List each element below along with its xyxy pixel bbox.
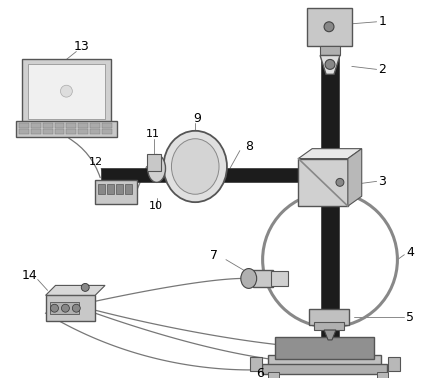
- Circle shape: [324, 22, 334, 32]
- Text: 11: 11: [146, 129, 159, 139]
- Ellipse shape: [148, 155, 166, 182]
- Ellipse shape: [241, 269, 256, 288]
- Bar: [98, 184, 105, 194]
- Bar: [262, 364, 386, 374]
- Polygon shape: [320, 56, 340, 74]
- Bar: [253, 270, 272, 287]
- Bar: [28, 64, 105, 119]
- Bar: [19, 129, 29, 134]
- Polygon shape: [348, 149, 362, 206]
- Bar: [90, 123, 100, 128]
- Bar: [102, 123, 112, 128]
- Text: 13: 13: [74, 40, 89, 53]
- Bar: [389, 357, 400, 371]
- Bar: [43, 129, 53, 134]
- Bar: [250, 357, 262, 371]
- Bar: [66, 129, 76, 134]
- Text: 10: 10: [148, 201, 163, 211]
- Text: 6: 6: [256, 367, 264, 380]
- Circle shape: [51, 304, 58, 312]
- Polygon shape: [324, 330, 336, 340]
- Bar: [377, 371, 389, 379]
- Bar: [116, 184, 123, 194]
- Text: 9: 9: [193, 112, 201, 125]
- Polygon shape: [46, 285, 105, 295]
- Bar: [107, 184, 114, 194]
- Bar: [22, 59, 111, 124]
- Text: 5: 5: [406, 311, 414, 323]
- Text: 8: 8: [245, 140, 253, 153]
- Bar: [271, 271, 288, 287]
- Text: 1: 1: [379, 15, 386, 28]
- Bar: [19, 123, 29, 128]
- Bar: [54, 123, 64, 128]
- Text: 7: 7: [210, 249, 218, 262]
- Bar: [50, 302, 79, 314]
- Bar: [268, 371, 280, 379]
- Bar: [125, 184, 132, 194]
- Bar: [147, 154, 160, 171]
- Text: 2: 2: [379, 63, 386, 76]
- Bar: [31, 123, 41, 128]
- Bar: [54, 129, 64, 134]
- Bar: [307, 8, 352, 46]
- Bar: [95, 180, 137, 204]
- Text: 4: 4: [406, 246, 414, 259]
- Bar: [321, 18, 339, 360]
- Bar: [16, 121, 117, 137]
- Circle shape: [81, 283, 89, 291]
- Polygon shape: [298, 149, 362, 158]
- Bar: [66, 123, 76, 128]
- Circle shape: [60, 85, 72, 97]
- Text: 14: 14: [22, 269, 38, 282]
- Bar: [298, 158, 348, 206]
- Bar: [275, 337, 373, 359]
- Text: 3: 3: [379, 175, 386, 188]
- Bar: [78, 123, 88, 128]
- Bar: [31, 129, 41, 134]
- Bar: [90, 129, 100, 134]
- Bar: [309, 309, 349, 325]
- Bar: [268, 355, 381, 367]
- Bar: [43, 123, 53, 128]
- Bar: [320, 46, 340, 56]
- Ellipse shape: [163, 131, 227, 202]
- Circle shape: [336, 178, 344, 186]
- Bar: [102, 129, 112, 134]
- Bar: [46, 295, 95, 321]
- Bar: [314, 322, 344, 330]
- Circle shape: [72, 304, 80, 312]
- Bar: [78, 129, 88, 134]
- Circle shape: [62, 304, 70, 312]
- Ellipse shape: [171, 139, 219, 194]
- Bar: [101, 168, 329, 182]
- Text: 12: 12: [89, 157, 103, 166]
- Circle shape: [325, 59, 335, 69]
